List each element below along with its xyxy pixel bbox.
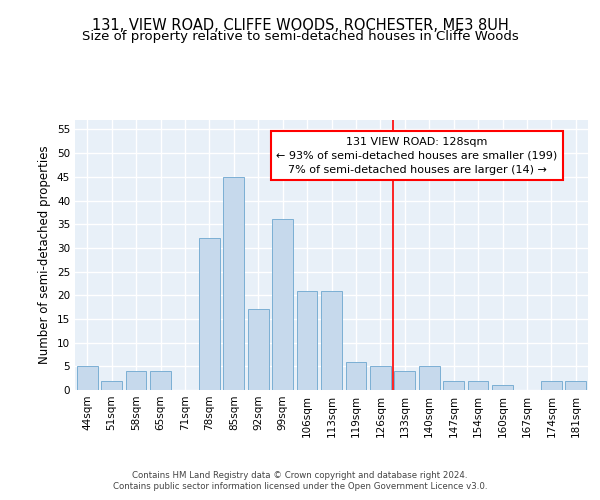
Bar <box>419 366 440 390</box>
Y-axis label: Number of semi-detached properties: Number of semi-detached properties <box>38 146 52 364</box>
Bar <box>296 290 317 390</box>
Bar <box>77 366 98 390</box>
Text: 131, VIEW ROAD, CLIFFE WOODS, ROCHESTER, ME3 8UH: 131, VIEW ROAD, CLIFFE WOODS, ROCHESTER,… <box>92 18 508 32</box>
Bar <box>272 220 293 390</box>
Bar <box>321 290 342 390</box>
Bar <box>248 310 269 390</box>
Bar <box>101 380 122 390</box>
Bar <box>565 380 586 390</box>
Bar <box>394 371 415 390</box>
Bar <box>370 366 391 390</box>
Bar <box>125 371 146 390</box>
Bar <box>223 177 244 390</box>
Bar <box>443 380 464 390</box>
Bar <box>541 380 562 390</box>
Bar <box>150 371 171 390</box>
Text: 131 VIEW ROAD: 128sqm
← 93% of semi-detached houses are smaller (199)
7% of semi: 131 VIEW ROAD: 128sqm ← 93% of semi-deta… <box>277 136 557 174</box>
Text: Contains public sector information licensed under the Open Government Licence v3: Contains public sector information licen… <box>113 482 487 491</box>
Text: Size of property relative to semi-detached houses in Cliffe Woods: Size of property relative to semi-detach… <box>82 30 518 43</box>
Bar <box>199 238 220 390</box>
Bar <box>467 380 488 390</box>
Text: Contains HM Land Registry data © Crown copyright and database right 2024.: Contains HM Land Registry data © Crown c… <box>132 471 468 480</box>
Bar <box>492 386 513 390</box>
Bar <box>346 362 367 390</box>
